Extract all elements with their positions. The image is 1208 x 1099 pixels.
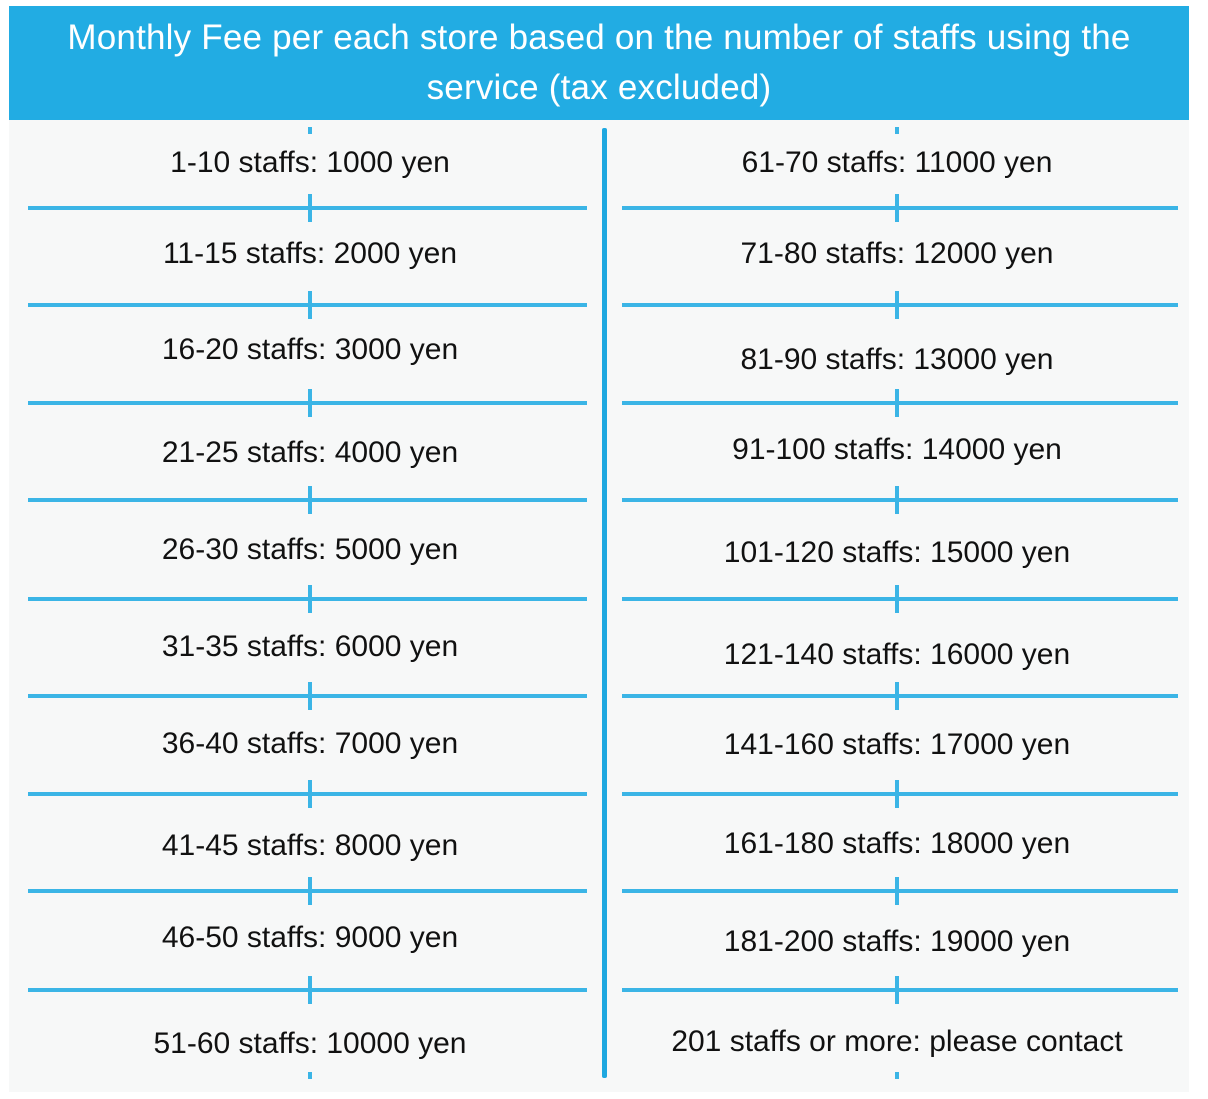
separator-tick bbox=[308, 780, 312, 808]
row-separator bbox=[28, 694, 587, 698]
row-separator bbox=[622, 303, 1178, 307]
fee-tier: 11-15 staffs: 2000 yen bbox=[162, 237, 458, 270]
fee-tier: 181-200 staffs: 19000 yen bbox=[723, 925, 1071, 958]
separator-tick bbox=[895, 585, 899, 613]
row-separator bbox=[28, 889, 587, 893]
title-banner: Monthly Fee per each store based on the … bbox=[9, 6, 1189, 120]
fee-table bbox=[9, 120, 1189, 1092]
fee-tier: 41-45 staffs: 8000 yen bbox=[161, 829, 459, 862]
separator-tick bbox=[895, 780, 899, 808]
separator-tick bbox=[895, 486, 899, 514]
fee-tier: 141-160 staffs: 17000 yen bbox=[723, 728, 1071, 761]
separator-tick bbox=[895, 976, 899, 1004]
fee-tier: 161-180 staffs: 18000 yen bbox=[723, 827, 1071, 860]
row-separator bbox=[28, 792, 587, 796]
fee-tier: 61-70 staffs: 11000 yen bbox=[741, 146, 1053, 179]
row-separator bbox=[28, 597, 587, 601]
fee-tier: 31-35 staffs: 6000 yen bbox=[161, 630, 459, 663]
separator-tick bbox=[895, 877, 899, 905]
row-separator bbox=[622, 401, 1178, 405]
fee-tier: 71-80 staffs: 12000 yen bbox=[740, 237, 1054, 270]
edge-tick bbox=[895, 1072, 899, 1079]
fee-tier: 51-60 staffs: 10000 yen bbox=[153, 1027, 467, 1060]
separator-tick bbox=[308, 291, 312, 319]
page-title: Monthly Fee per each store based on the … bbox=[67, 18, 1131, 107]
row-separator bbox=[622, 988, 1178, 992]
fee-tier: 81-90 staffs: 13000 yen bbox=[740, 343, 1054, 376]
edge-tick bbox=[308, 1072, 312, 1079]
row-separator bbox=[28, 303, 587, 307]
separator-tick bbox=[308, 194, 312, 222]
row-separator bbox=[622, 792, 1178, 796]
separator-tick bbox=[308, 486, 312, 514]
edge-tick bbox=[308, 127, 312, 134]
fee-tier: 121-140 staffs: 16000 yen bbox=[723, 638, 1071, 671]
fee-tier: 91-100 staffs: 14000 yen bbox=[732, 433, 1062, 466]
fee-tier: 1-10 staffs: 1000 yen bbox=[170, 146, 450, 179]
fee-tier: 46-50 staffs: 9000 yen bbox=[161, 921, 459, 954]
separator-tick bbox=[895, 389, 899, 417]
separator-tick bbox=[308, 682, 312, 710]
fee-tier: 16-20 staffs: 3000 yen bbox=[161, 333, 459, 366]
fee-tier: 101-120 staffs: 15000 yen bbox=[723, 536, 1071, 569]
separator-tick bbox=[308, 976, 312, 1004]
fee-tier: 201 staffs or more: please contact bbox=[671, 1025, 1123, 1058]
row-separator bbox=[622, 889, 1178, 893]
row-separator bbox=[28, 401, 587, 405]
row-separator bbox=[28, 206, 587, 210]
separator-tick bbox=[895, 682, 899, 710]
row-separator bbox=[622, 206, 1178, 210]
fee-tier: 26-30 staffs: 5000 yen bbox=[161, 533, 459, 566]
fee-tier: 21-25 staffs: 4000 yen bbox=[161, 436, 459, 469]
row-separator bbox=[28, 498, 587, 502]
row-separator bbox=[28, 988, 587, 992]
row-separator bbox=[622, 498, 1178, 502]
separator-tick bbox=[308, 877, 312, 905]
row-separator bbox=[622, 694, 1178, 698]
fee-tier: 36-40 staffs: 7000 yen bbox=[161, 727, 459, 760]
column-divider bbox=[602, 128, 607, 1078]
separator-tick bbox=[895, 291, 899, 319]
separator-tick bbox=[895, 194, 899, 222]
edge-tick bbox=[895, 127, 899, 134]
separator-tick bbox=[308, 389, 312, 417]
separator-tick bbox=[308, 585, 312, 613]
row-separator bbox=[622, 597, 1178, 601]
